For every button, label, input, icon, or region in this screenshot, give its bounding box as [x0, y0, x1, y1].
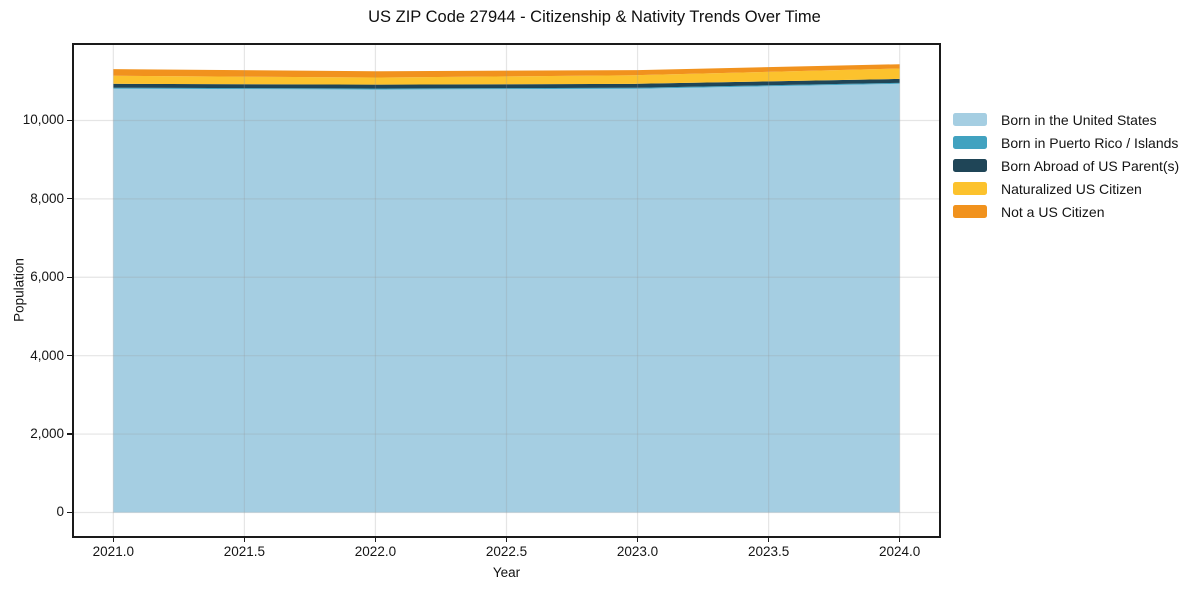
y-tick-mark — [67, 119, 72, 122]
legend: Born in the United States Born in Puerto … — [953, 108, 1179, 223]
y-tick-label: 10,000 — [22, 112, 64, 128]
plot-svg — [74, 45, 939, 536]
legend-swatch — [953, 113, 987, 126]
x-tick-mark — [899, 538, 901, 542]
y-tick-label: 8,000 — [30, 190, 64, 206]
x-tick-mark — [505, 538, 508, 542]
plot-area — [72, 43, 941, 538]
area-layer-0 — [113, 83, 900, 513]
x-tick-mark — [112, 538, 114, 542]
y-tick-mark — [67, 276, 72, 278]
area-layer-3 — [113, 68, 900, 85]
legend-label: Not a US Citizen — [1001, 203, 1105, 220]
area-layer-4 — [113, 64, 900, 78]
x-tick-label: 2024.0 — [879, 544, 921, 559]
y-tick-mark — [67, 198, 72, 200]
x-tick-mark — [374, 538, 377, 542]
chart-title: US ZIP Code 27944 - Citizenship & Nativi… — [368, 8, 821, 26]
y-axis-label: Population — [11, 258, 27, 322]
legend-swatch — [953, 136, 987, 149]
legend-item: Born in the United States — [953, 108, 1179, 131]
legend-item: Born in Puerto Rico / Islands — [953, 131, 1179, 154]
x-axis-label: Year — [492, 565, 521, 580]
x-tick-label: 2022.5 — [485, 544, 528, 559]
x-tick-label: 2022.0 — [354, 544, 397, 559]
legend-swatch — [953, 205, 987, 218]
y-tick-label: 6,000 — [30, 269, 64, 285]
y-tick-mark — [67, 511, 72, 514]
y-tick-label: 4,000 — [30, 347, 64, 363]
legend-label: Born in the United States — [1001, 111, 1157, 128]
x-tick-mark — [768, 538, 770, 542]
x-tick-label: 2023.5 — [747, 544, 790, 559]
x-tick-label: 2021.5 — [223, 544, 266, 559]
legend-label: Born Abroad of US Parent(s) — [1001, 157, 1180, 174]
legend-swatch — [953, 182, 987, 195]
y-tick-label: 2,000 — [30, 426, 64, 442]
y-tick-mark — [67, 355, 72, 357]
x-tick-label: 2023.0 — [616, 544, 659, 559]
x-tick-label: 2021.0 — [92, 544, 134, 559]
area-layer-1 — [113, 82, 900, 90]
x-tick-mark — [243, 538, 245, 542]
x-tick-mark — [636, 538, 639, 542]
legend-label: Born in Puerto Rico / Islands — [1001, 134, 1179, 151]
legend-item: Naturalized US Citizen — [953, 177, 1179, 200]
area-layer-2 — [113, 78, 900, 89]
y-tick-label: 0 — [56, 504, 64, 520]
legend-label: Naturalized US Citizen — [1001, 180, 1142, 197]
legend-item: Born Abroad of US Parent(s) — [953, 154, 1179, 177]
y-tick-mark — [67, 433, 72, 435]
legend-swatch — [953, 159, 987, 172]
legend-item: Not a US Citizen — [953, 200, 1179, 223]
